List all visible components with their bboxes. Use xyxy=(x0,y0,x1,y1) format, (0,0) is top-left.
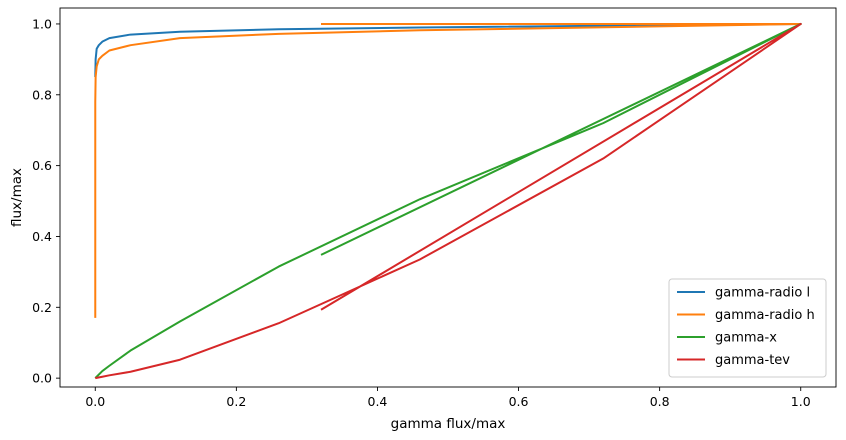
series-line-1 xyxy=(94,22,802,318)
y-axis: 0.0 0.2 0.4 0.6 0.8 1.0 xyxy=(32,16,60,386)
legend: gamma-radio l gamma-radio h gamma-x gamma-t… xyxy=(668,278,827,378)
x-tick-label: 0.6 xyxy=(509,394,529,409)
series-line-3 xyxy=(95,22,802,380)
y-axis-label: flux/max xyxy=(9,168,25,227)
legend-label: gamma-radio h xyxy=(715,308,815,323)
x-tick-label: 0.8 xyxy=(650,394,670,409)
x-axis-label: gamma flux/max xyxy=(391,416,506,432)
x-axis: 0.0 0.2 0.4 0.6 0.8 1.0 xyxy=(85,387,811,409)
y-tick-label: 0.8 xyxy=(32,87,52,102)
x-tick-label: 1.0 xyxy=(791,394,811,409)
legend-label: gamma-tev xyxy=(715,353,790,368)
y-tick-label: 0.6 xyxy=(32,158,52,173)
y-tick-label: 0.0 xyxy=(32,371,52,386)
x-tick-label: 0.0 xyxy=(85,394,105,409)
series-line-0 xyxy=(94,22,802,78)
series-line-2 xyxy=(94,22,802,379)
legend-label: gamma-x xyxy=(715,331,777,346)
y-tick-label: 0.4 xyxy=(32,229,52,244)
y-tick-label: 0.2 xyxy=(32,300,52,315)
legend-label: gamma-radio l xyxy=(715,286,810,301)
x-tick-label: 0.2 xyxy=(226,394,246,409)
y-tick-label: 1.0 xyxy=(32,16,52,31)
plot-frame xyxy=(59,7,837,388)
legend-box xyxy=(668,278,827,378)
x-tick-label: 0.4 xyxy=(368,394,388,409)
series-layer xyxy=(94,22,802,380)
